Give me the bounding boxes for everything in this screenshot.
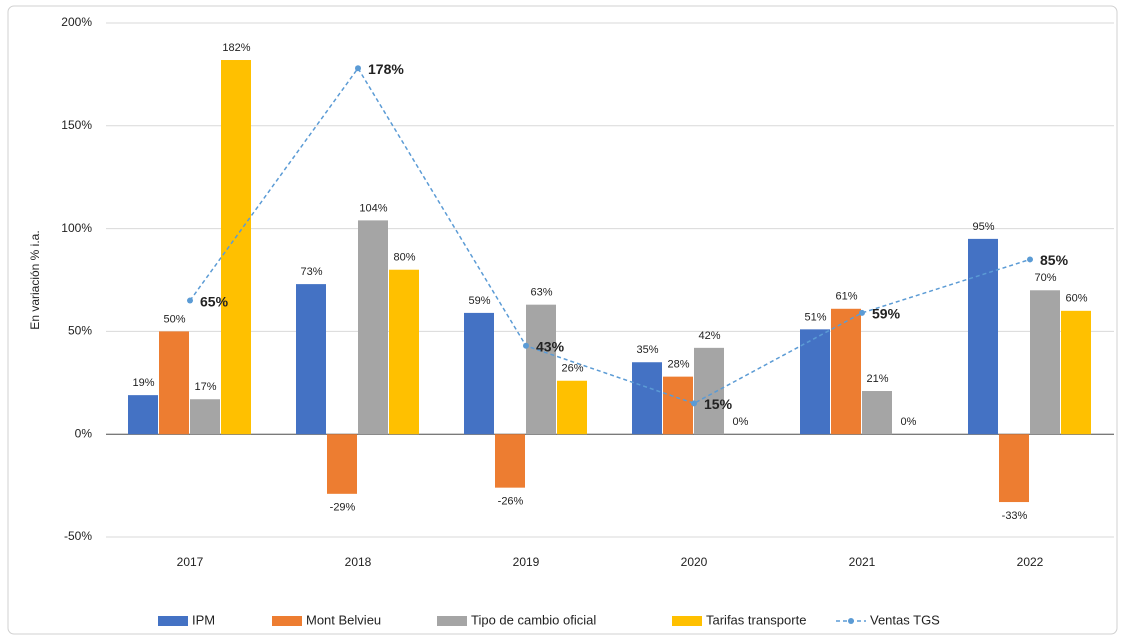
line-marker — [523, 342, 529, 349]
x-tick-label: 2019 — [513, 555, 540, 569]
y-tick-label: 50% — [68, 324, 92, 338]
line-marker — [187, 297, 193, 304]
x-tick-label: 2018 — [345, 555, 372, 569]
line-marker — [859, 309, 865, 316]
data-label: -33% — [1002, 510, 1028, 522]
legend-label: IPM — [192, 612, 215, 627]
data-label: 70% — [1034, 272, 1056, 284]
bar — [389, 269, 419, 435]
data-label: 43% — [536, 338, 565, 354]
bar — [296, 284, 326, 435]
bar — [831, 308, 861, 435]
x-tick-label: 2021 — [849, 555, 876, 569]
bar — [800, 329, 830, 435]
legend-swatch — [672, 616, 702, 626]
chart-border — [7, 5, 1118, 635]
bar — [1030, 290, 1060, 435]
bar — [495, 434, 525, 488]
legend-swatch — [272, 616, 302, 626]
bar — [190, 399, 220, 435]
y-tick-label: 200% — [61, 15, 92, 29]
y-tick-label: 100% — [61, 221, 92, 235]
data-label: 28% — [667, 359, 689, 371]
bar — [968, 238, 998, 435]
data-label: 42% — [698, 330, 720, 342]
line-marker — [1027, 256, 1033, 263]
data-label: 50% — [163, 313, 185, 325]
line — [189, 66, 1031, 405]
data-label: 17% — [194, 381, 216, 393]
data-label: 178% — [368, 61, 404, 77]
data-label: 19% — [132, 377, 154, 389]
y-tick-label: 0% — [75, 426, 93, 440]
line-marker — [355, 65, 361, 72]
data-label: 59% — [468, 295, 490, 307]
legend-swatch — [158, 616, 188, 626]
legend-swatch — [848, 618, 854, 624]
y-axis-title: En variación % i.a. — [28, 230, 42, 329]
data-label: 104% — [359, 202, 387, 214]
data-label: 95% — [972, 221, 994, 233]
data-label: 35% — [636, 344, 658, 356]
x-tick-label: 2017 — [177, 555, 204, 569]
legend-swatch — [437, 616, 467, 626]
y-tick-label: -50% — [64, 529, 92, 543]
bar — [221, 60, 251, 435]
data-label: 85% — [1040, 252, 1069, 268]
bar — [327, 434, 357, 494]
bar — [557, 380, 587, 435]
y-tick-label: 150% — [61, 118, 92, 132]
data-label: 0% — [733, 416, 749, 428]
data-label: 60% — [1065, 293, 1087, 305]
bar — [663, 376, 693, 435]
bar — [128, 395, 158, 435]
line-marker — [691, 400, 697, 407]
data-label: 21% — [866, 373, 888, 385]
legend-label: Ventas TGS — [870, 612, 940, 627]
data-label: 61% — [835, 291, 857, 303]
data-label: 80% — [393, 252, 415, 264]
legend-label: Tipo de cambio oficial — [471, 612, 596, 627]
data-label: -26% — [498, 496, 524, 508]
bar — [694, 347, 724, 435]
bar — [632, 362, 662, 435]
bar — [464, 312, 494, 435]
bar — [358, 220, 388, 435]
x-tick-label: 2022 — [1017, 555, 1044, 569]
bar — [159, 331, 189, 435]
bar — [526, 304, 556, 435]
legend-label: Tarifas transporte — [706, 612, 806, 627]
data-label: -29% — [330, 502, 356, 514]
data-label: 0% — [901, 416, 917, 428]
data-label: 65% — [200, 293, 229, 309]
legend-label: Mont Belvieu — [306, 612, 381, 627]
bar — [999, 434, 1029, 503]
data-label: 26% — [561, 363, 583, 375]
data-label: 73% — [300, 266, 322, 278]
bar — [1061, 310, 1091, 435]
data-label: 51% — [804, 311, 826, 323]
data-label: 63% — [530, 287, 552, 299]
bar — [862, 391, 892, 435]
data-label: 15% — [704, 396, 733, 412]
data-label: 182% — [222, 42, 250, 54]
data-label: 59% — [872, 306, 901, 322]
x-tick-label: 2020 — [681, 555, 708, 569]
